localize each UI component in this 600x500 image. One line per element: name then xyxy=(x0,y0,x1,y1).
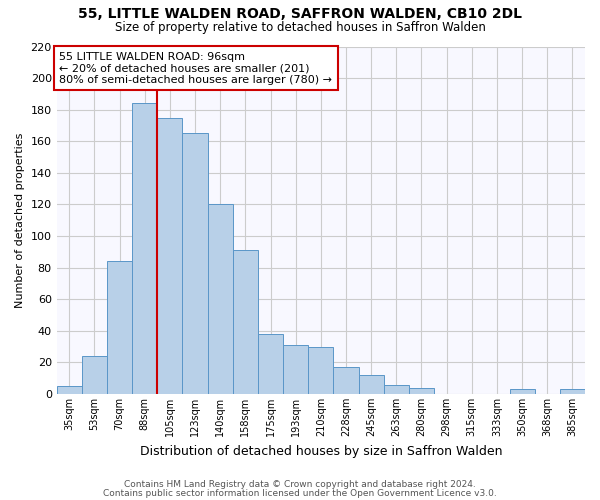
Bar xyxy=(208,204,233,394)
Bar xyxy=(308,346,334,394)
Bar xyxy=(107,262,132,394)
X-axis label: Distribution of detached houses by size in Saffron Walden: Distribution of detached houses by size … xyxy=(140,444,502,458)
Bar xyxy=(56,386,82,394)
Bar xyxy=(157,118,182,394)
Bar xyxy=(560,390,585,394)
Text: Size of property relative to detached houses in Saffron Walden: Size of property relative to detached ho… xyxy=(115,21,485,34)
Text: Contains public sector information licensed under the Open Government Licence v3: Contains public sector information licen… xyxy=(103,488,497,498)
Bar xyxy=(384,384,409,394)
Text: Contains HM Land Registry data © Crown copyright and database right 2024.: Contains HM Land Registry data © Crown c… xyxy=(124,480,476,489)
Bar xyxy=(132,104,157,394)
Bar xyxy=(258,334,283,394)
Bar xyxy=(334,367,359,394)
Bar xyxy=(359,375,384,394)
Bar xyxy=(283,345,308,394)
Bar xyxy=(409,388,434,394)
Text: 55 LITTLE WALDEN ROAD: 96sqm
← 20% of detached houses are smaller (201)
80% of s: 55 LITTLE WALDEN ROAD: 96sqm ← 20% of de… xyxy=(59,52,332,85)
Bar xyxy=(233,250,258,394)
Y-axis label: Number of detached properties: Number of detached properties xyxy=(15,132,25,308)
Bar xyxy=(509,390,535,394)
Bar xyxy=(82,356,107,394)
Bar xyxy=(182,134,208,394)
Text: 55, LITTLE WALDEN ROAD, SAFFRON WALDEN, CB10 2DL: 55, LITTLE WALDEN ROAD, SAFFRON WALDEN, … xyxy=(78,8,522,22)
